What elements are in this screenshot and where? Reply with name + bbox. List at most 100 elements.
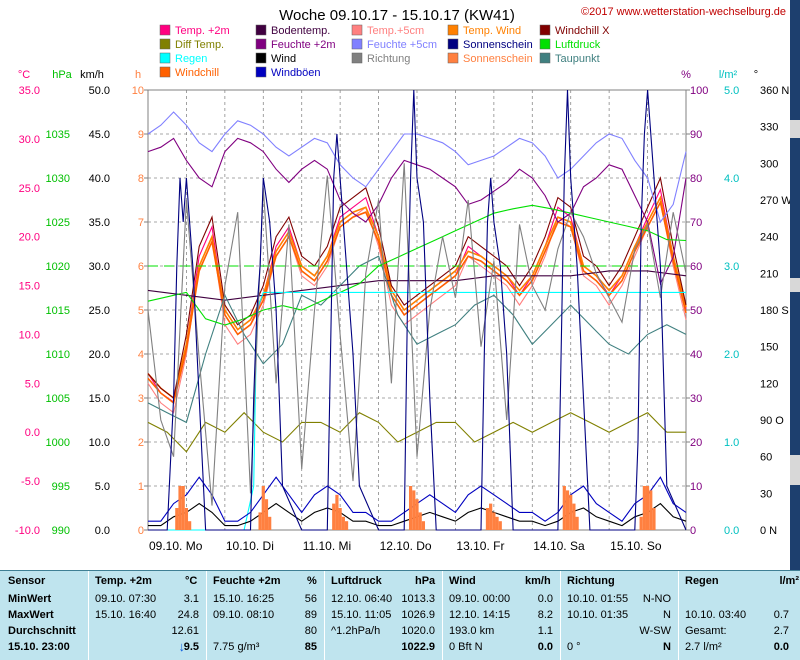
humidity-tick: 80 — [690, 173, 702, 185]
sunshine-bar — [258, 512, 262, 530]
rain-tick: 4.0 — [724, 173, 739, 185]
chart-title: Woche 09.10.17 - 15.10.17 (KW41) — [279, 7, 515, 24]
hours-tick: 4 — [138, 349, 144, 361]
weather-chart: 35.030.025.020.015.010.05.00.0-5.0-10.01… — [15, 6, 790, 553]
rain-max-value: 0.7 — [773, 609, 789, 621]
legend-label: Sonnenschein — [463, 53, 533, 65]
hours-tick: 10 — [132, 85, 144, 97]
row-label-min: MinWert — [8, 593, 52, 605]
humidity-max-date: 09.10. 08:10 — [213, 609, 275, 621]
series-line-diff-temp- — [147, 411, 686, 453]
wind-axis-unit: km/h — [80, 69, 104, 81]
x-tick-label: 14.10. Sa — [533, 539, 585, 553]
hours-tick: 1 — [138, 481, 144, 493]
sunshine-bar — [569, 494, 573, 530]
temp-tick: 20.0 — [19, 232, 40, 244]
legend-label: Wind — [271, 53, 296, 65]
temp-tick: -5.0 — [21, 476, 40, 488]
rain-tick: 2.0 — [724, 349, 739, 361]
rain-max-date: 10.10. 03:40 — [685, 609, 747, 621]
direction-tick: 60 — [760, 452, 772, 464]
temp-max-date: 15.10. 16:40 — [95, 609, 157, 621]
temp-tick: 30.0 — [19, 134, 40, 146]
direction-tick: 30 — [760, 488, 772, 500]
humidity-min-value: 56 — [304, 593, 317, 605]
legend-swatch — [255, 24, 267, 36]
wind-beaufort: 0 Bft N — [449, 641, 483, 653]
wind-tick: 25.0 — [89, 305, 110, 317]
rain-tick: 1.0 — [724, 437, 739, 449]
wind-tick: 45.0 — [89, 129, 110, 141]
chart-series — [147, 89, 687, 531]
humidity-title: Feuchte +2m — [213, 575, 281, 587]
series-line-sonnenschein — [148, 89, 687, 531]
wind-tick: 0.0 — [95, 525, 110, 537]
humidity-tick: 10 — [690, 481, 702, 493]
pressure-average: 1020.0 — [401, 625, 435, 637]
legend-label: Windchill X — [555, 25, 610, 37]
temp-title: Temp. +2m — [95, 575, 152, 587]
pressure-max-date: 15.10. 11:05 — [331, 609, 392, 621]
sunshine-bar — [335, 494, 339, 530]
legend-label: Sonnenschein — [463, 39, 533, 51]
hours-tick: 8 — [138, 173, 144, 185]
legend-label: Diff Temp. — [175, 39, 224, 51]
legend-swatch — [255, 66, 267, 78]
sunshine-bar — [492, 512, 496, 530]
pressure-min-value: 1013.3 — [401, 593, 435, 605]
hours-tick: 5 — [138, 305, 144, 317]
pressure-tick: 1010 — [46, 349, 70, 361]
sunshine-bar — [338, 508, 342, 530]
sunshine-bar — [415, 499, 419, 530]
sunshine-bar — [188, 521, 192, 530]
stats-panel: Sensor MinWert MaxWert Durchschnitt 15.1… — [0, 570, 800, 660]
direction-axis-unit: ° — [754, 69, 758, 81]
humidity-tick: 40 — [690, 349, 702, 361]
legend-label: Windböen — [271, 67, 321, 79]
humidity-column: Feuchte +2m % 15.10. 16:25 56 09.10. 08:… — [206, 571, 325, 660]
wind-tick: 5.0 — [95, 481, 110, 493]
rain-tick: 0.0 — [724, 525, 739, 537]
legend-label: Taupunkt — [555, 53, 600, 65]
direction-tick: 270 W — [760, 195, 790, 207]
temp-tick: 15.0 — [19, 281, 40, 293]
direction-column: Richtung 10.10. 01:55 N-NO 10.10. 01:35 … — [560, 571, 679, 660]
x-tick-label: 13.10. Fr — [456, 539, 504, 553]
sunshine-bar — [181, 486, 185, 530]
x-tick-label: 09.10. Mo — [149, 539, 203, 553]
direction-tick: 180 S — [760, 305, 789, 317]
sunshine-bar — [408, 486, 413, 530]
rain-tick: 5.0 — [724, 85, 739, 97]
direction-tick: 300 — [760, 158, 778, 170]
legend-label: Bodentemp. — [271, 25, 330, 37]
wind-tick: 40.0 — [89, 173, 110, 185]
pressure-current: 1022.9 — [401, 641, 435, 653]
hours-axis-unit: h — [135, 69, 141, 81]
direction-min-date: 10.10. 01:55 — [567, 593, 629, 605]
legend-label: Temp.+5cm — [367, 25, 424, 37]
humidity-tick: 100 — [690, 85, 708, 97]
row-label-max: MaxWert — [8, 609, 54, 621]
legend-label: Richtung — [367, 53, 410, 65]
pressure-tick: 1015 — [46, 305, 70, 317]
legend-label: Feuchte +5cm — [367, 39, 437, 51]
pressure-tick: 1000 — [46, 437, 70, 449]
legend-swatch — [447, 38, 459, 50]
sunshine-bar — [562, 486, 566, 530]
wind-unit: km/h — [525, 575, 551, 587]
direction-tick: 240 — [760, 232, 778, 244]
direction-tick: 120 — [760, 378, 778, 390]
sunshine-bar — [178, 486, 182, 530]
series-line-temp-5cm — [147, 200, 687, 414]
pressure-tick: 1020 — [46, 261, 70, 273]
sunshine-bar — [261, 486, 265, 530]
legend-label: Regen — [175, 53, 207, 65]
temp-tick: 0.0 — [25, 427, 40, 439]
wind-distance: 193.0 km — [449, 625, 495, 637]
pressure-column: Luftdruck hPa 12.10. 06:40 1013.3 15.10.… — [324, 571, 443, 660]
humidity-tick: 20 — [690, 437, 702, 449]
legend-swatch — [539, 38, 551, 50]
sunshine-bar — [649, 490, 653, 530]
legend-swatch — [159, 38, 171, 50]
direction-current: N — [663, 641, 671, 653]
